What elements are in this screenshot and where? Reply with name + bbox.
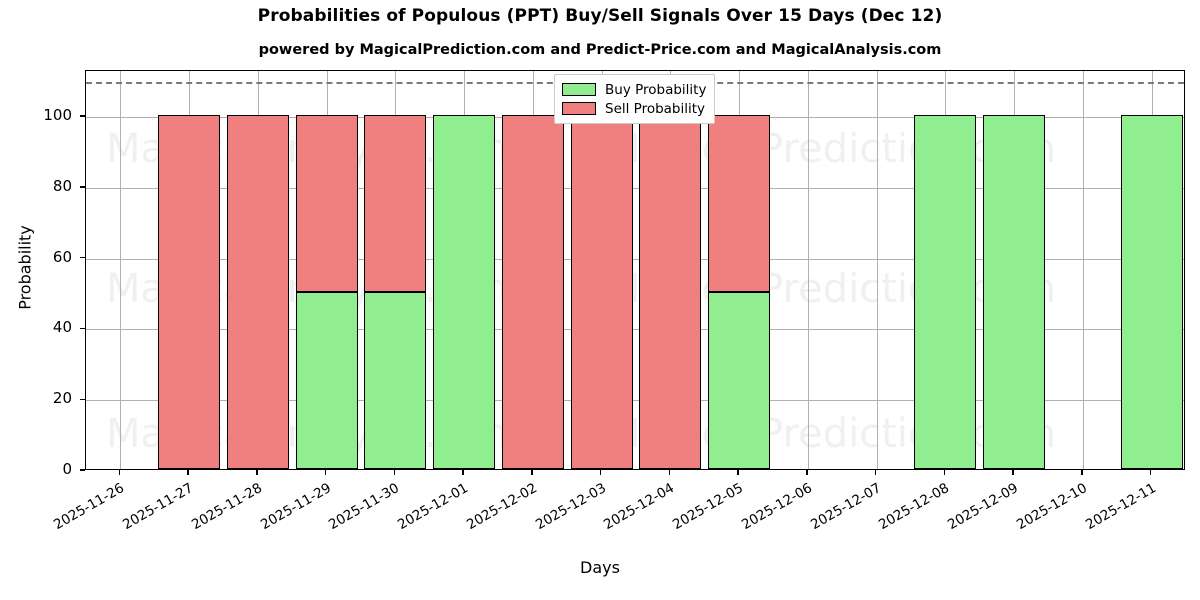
- legend-swatch-sell: [562, 102, 596, 115]
- x-tick-label: 2025-12-11: [1082, 480, 1159, 534]
- bar-group[interactable]: [914, 71, 977, 469]
- gridline-vertical: [120, 71, 121, 469]
- bar-segment-sell[interactable]: [364, 115, 427, 293]
- y-tick-mark: [80, 115, 85, 117]
- x-tick-mark: [1149, 470, 1152, 475]
- x-tick-mark: [462, 470, 464, 475]
- x-tick-label: 2025-12-10: [1013, 480, 1090, 534]
- y-tick-mark: [80, 327, 85, 330]
- legend-item[interactable]: Buy Probability: [562, 80, 706, 99]
- legend-label: Buy Probability: [605, 81, 707, 98]
- chart-subtitle: powered by MagicalPrediction.com and Pre…: [258, 42, 942, 58]
- x-tick-mark: [324, 470, 327, 475]
- bar-group[interactable]: [364, 71, 427, 469]
- x-tick-label: 2025-12-02: [463, 480, 540, 534]
- x-tick-label: 2025-11-30: [326, 480, 403, 534]
- bar-segment-buy[interactable]: [295, 292, 358, 469]
- bar-segment-sell[interactable]: [708, 115, 771, 293]
- chart-legend: Buy Probability Sell Probability: [554, 74, 716, 124]
- bar-segment-buy[interactable]: [708, 292, 771, 469]
- x-tick-mark: [806, 470, 808, 475]
- x-tick-mark: [256, 470, 258, 475]
- y-tick-label: 20: [52, 389, 72, 408]
- x-tick-label: 2025-11-28: [188, 480, 265, 534]
- x-tick-label: 2025-11-29: [257, 480, 334, 534]
- bar-group[interactable]: [295, 71, 358, 469]
- x-tick-label: 2025-12-07: [807, 480, 884, 534]
- gridline-vertical: [1083, 71, 1084, 469]
- y-tick-label: 40: [52, 318, 72, 337]
- x-tick-label: 2025-12-06: [738, 480, 815, 534]
- bar-segment-sell[interactable]: [226, 115, 289, 469]
- x-tick-label: 2025-11-26: [51, 480, 128, 534]
- y-tick-label: 60: [52, 247, 72, 266]
- bar-segment-buy[interactable]: [1120, 115, 1183, 469]
- x-tick-mark: [668, 470, 671, 475]
- x-tick-mark: [874, 470, 877, 475]
- x-tick-label: 2025-12-04: [601, 480, 678, 534]
- bar-segment-sell[interactable]: [158, 115, 221, 469]
- bar-segment-sell[interactable]: [501, 115, 564, 469]
- x-tick-mark: [737, 470, 739, 475]
- bar-group[interactable]: [639, 71, 702, 469]
- x-tick-mark: [531, 470, 533, 475]
- gridline-horizontal: [86, 400, 1184, 402]
- bar-group[interactable]: [983, 71, 1046, 469]
- bar-group[interactable]: [501, 71, 564, 469]
- bar-group[interactable]: [226, 71, 289, 469]
- gridline-horizontal: [86, 329, 1184, 331]
- x-tick-label: 2025-12-09: [945, 480, 1022, 534]
- legend-label: Sell Probability: [605, 100, 706, 117]
- x-tick-mark: [118, 470, 121, 475]
- y-tick-mark: [80, 398, 85, 400]
- y-tick-label: 80: [52, 176, 72, 195]
- x-tick-mark: [1081, 470, 1083, 475]
- gridline-horizontal: [86, 187, 1184, 189]
- legend-item[interactable]: Sell Probability: [562, 99, 706, 118]
- bar-group[interactable]: [708, 71, 771, 469]
- legend-swatch-buy: [562, 83, 596, 96]
- gridline-vertical: [808, 71, 809, 469]
- y-tick-label: 100: [43, 106, 72, 125]
- x-tick-label: 2025-12-08: [876, 480, 953, 534]
- bar-segment-sell[interactable]: [570, 115, 633, 469]
- y-tick-label: 0: [62, 460, 72, 478]
- plot-area: MagicalAnalysis.comMagicalPrediction.com…: [85, 70, 1185, 470]
- x-tick-mark: [1012, 470, 1014, 475]
- x-tick-label: 2025-12-01: [395, 480, 472, 534]
- bar-group[interactable]: [158, 71, 221, 469]
- bar-segment-buy[interactable]: [914, 115, 977, 469]
- bar-segment-buy[interactable]: [433, 115, 496, 469]
- gridline-horizontal: [86, 258, 1184, 260]
- bar-segment-buy[interactable]: [364, 292, 427, 469]
- x-tick-mark: [943, 470, 946, 475]
- x-tick-label: 2025-11-27: [120, 480, 197, 534]
- bar-group[interactable]: [1120, 71, 1183, 469]
- y-tick-mark: [80, 469, 85, 471]
- bar-group[interactable]: [433, 71, 496, 469]
- x-tick-label: 2025-12-03: [532, 480, 609, 534]
- bar-group[interactable]: [570, 71, 633, 469]
- x-tick-mark: [187, 470, 189, 475]
- gridline-vertical: [877, 71, 878, 469]
- page-title: Probabilities of Populous (PPT) Buy/Sell…: [257, 6, 943, 26]
- bar-segment-sell[interactable]: [295, 115, 358, 293]
- x-axis-label: Days: [580, 558, 620, 577]
- x-tick-mark: [599, 470, 602, 475]
- bar-segment-buy[interactable]: [983, 115, 1046, 469]
- y-tick-mark: [80, 256, 85, 259]
- x-tick-mark: [393, 470, 396, 475]
- y-axis-label: Probability: [15, 225, 35, 310]
- y-tick-mark: [80, 186, 85, 188]
- bar-segment-sell[interactable]: [639, 115, 702, 469]
- x-tick-label: 2025-12-05: [670, 480, 747, 534]
